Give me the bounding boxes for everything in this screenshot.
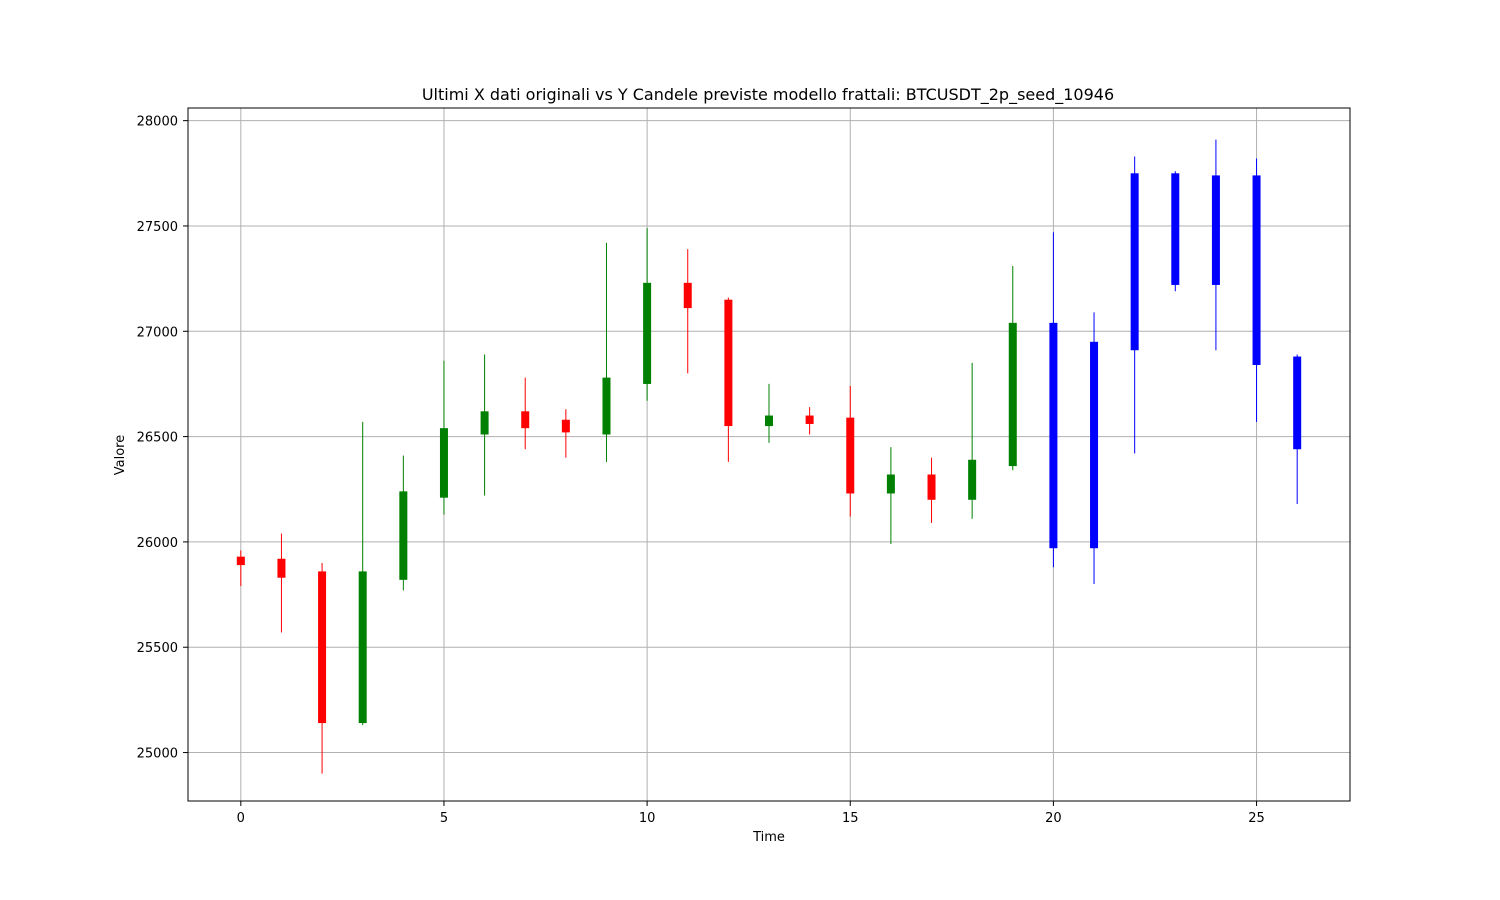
x-axis-label: Time [752,830,785,845]
candle-body [358,571,367,724]
x-tick-label: 0 [237,811,245,826]
y-tick-label: 25000 [137,747,178,762]
candle-body [1090,341,1099,549]
y-tick-label: 27500 [137,220,178,235]
x-tick-label: 10 [639,811,656,826]
axis-ticks: 0 5 10 15 20 25 25000 25500 26000 26500 27000 27500… [137,115,1265,826]
candle-body [399,491,408,580]
x-tick-label: 20 [1045,811,1062,826]
candle-body [765,415,773,427]
x-tick-label: 25 [1248,811,1265,826]
candle-body [886,474,895,494]
candle-body [1130,173,1139,351]
candle-body [927,474,936,500]
candle-body [480,411,489,435]
candles [236,139,1302,774]
y-axis-label: Valore [113,435,128,475]
y-tick-label: 27000 [137,325,178,340]
candle-body [1293,356,1302,450]
candle-body [1049,322,1058,549]
y-tick-label: 28000 [137,115,178,130]
candle-body [968,459,977,500]
candle-body [846,417,855,494]
chart-title: Ultimi X dati originali vs Y Candele pre… [422,85,1114,105]
candle-body [1252,175,1261,365]
candle-body [805,415,814,424]
candle-body [561,419,570,433]
candle-body [643,282,652,384]
candle-body [277,558,286,578]
candle-body [724,299,733,427]
candle-body [318,571,327,724]
candle-body [1008,322,1017,467]
y-tick-label: 26500 [137,431,178,446]
candle-body [683,282,692,309]
y-tick-label: 25500 [137,641,178,656]
candle-body [521,411,530,429]
candle-body [439,428,448,498]
candle-body [602,377,611,435]
candle-body [236,556,245,566]
plot-frame [187,107,1351,802]
x-tick-label: 15 [842,811,859,826]
candle-body [1211,175,1220,285]
x-tick-label: 5 [440,811,448,826]
y-tick-label: 26000 [137,536,178,551]
candle-body [1171,173,1180,285]
